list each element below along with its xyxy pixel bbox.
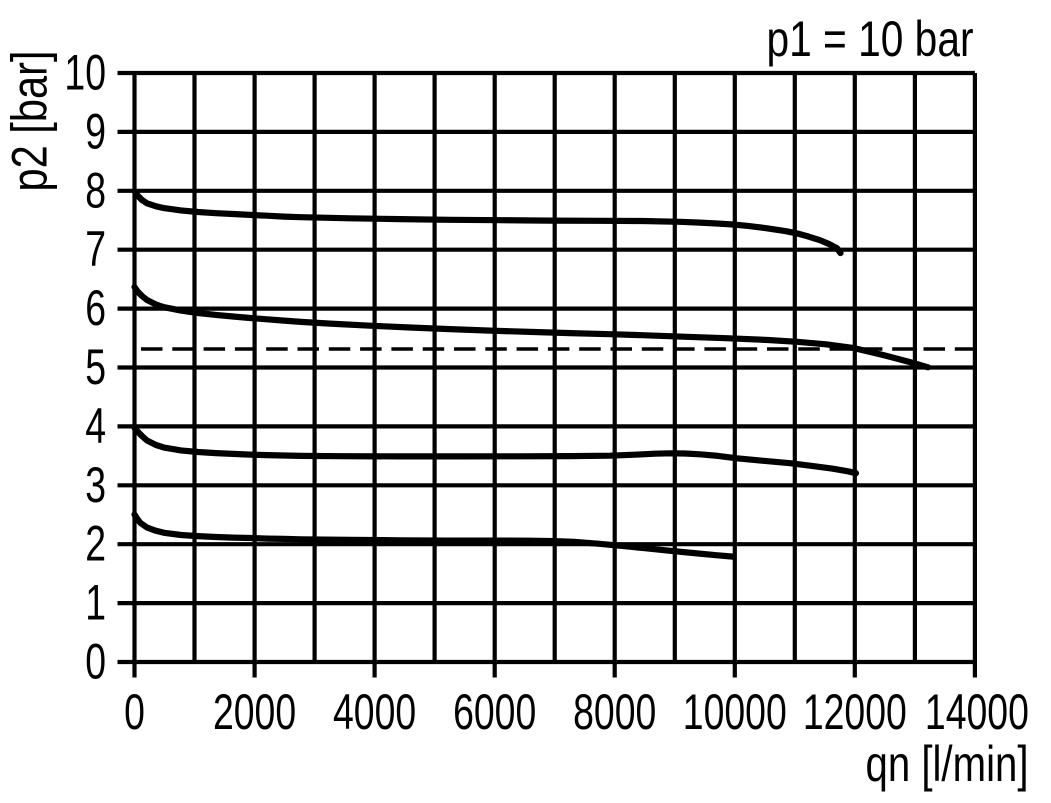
svg-text:0: 0 xyxy=(124,683,145,740)
svg-text:5: 5 xyxy=(85,338,106,395)
svg-text:10000: 10000 xyxy=(683,683,787,740)
svg-text:0: 0 xyxy=(85,633,106,690)
svg-text:2: 2 xyxy=(85,515,106,572)
svg-text:1: 1 xyxy=(85,574,106,631)
svg-text:2000: 2000 xyxy=(213,683,296,740)
svg-text:p2 [bar]: p2 [bar] xyxy=(1,51,58,192)
svg-text:6000: 6000 xyxy=(453,683,536,740)
svg-text:p1 = 10 bar: p1 = 10 bar xyxy=(767,10,974,67)
svg-text:3: 3 xyxy=(85,456,106,513)
svg-text:14000: 14000 xyxy=(925,683,1029,740)
svg-text:7: 7 xyxy=(85,220,106,277)
svg-text:8: 8 xyxy=(85,161,106,218)
svg-text:12000: 12000 xyxy=(803,683,907,740)
svg-text:6: 6 xyxy=(85,279,106,336)
svg-text:10: 10 xyxy=(64,44,106,101)
svg-text:9: 9 xyxy=(85,102,106,159)
svg-text:qn [l/min]: qn [l/min] xyxy=(866,735,1029,792)
svg-text:4000: 4000 xyxy=(333,683,416,740)
svg-text:8000: 8000 xyxy=(573,683,656,740)
svg-text:4: 4 xyxy=(85,397,106,454)
